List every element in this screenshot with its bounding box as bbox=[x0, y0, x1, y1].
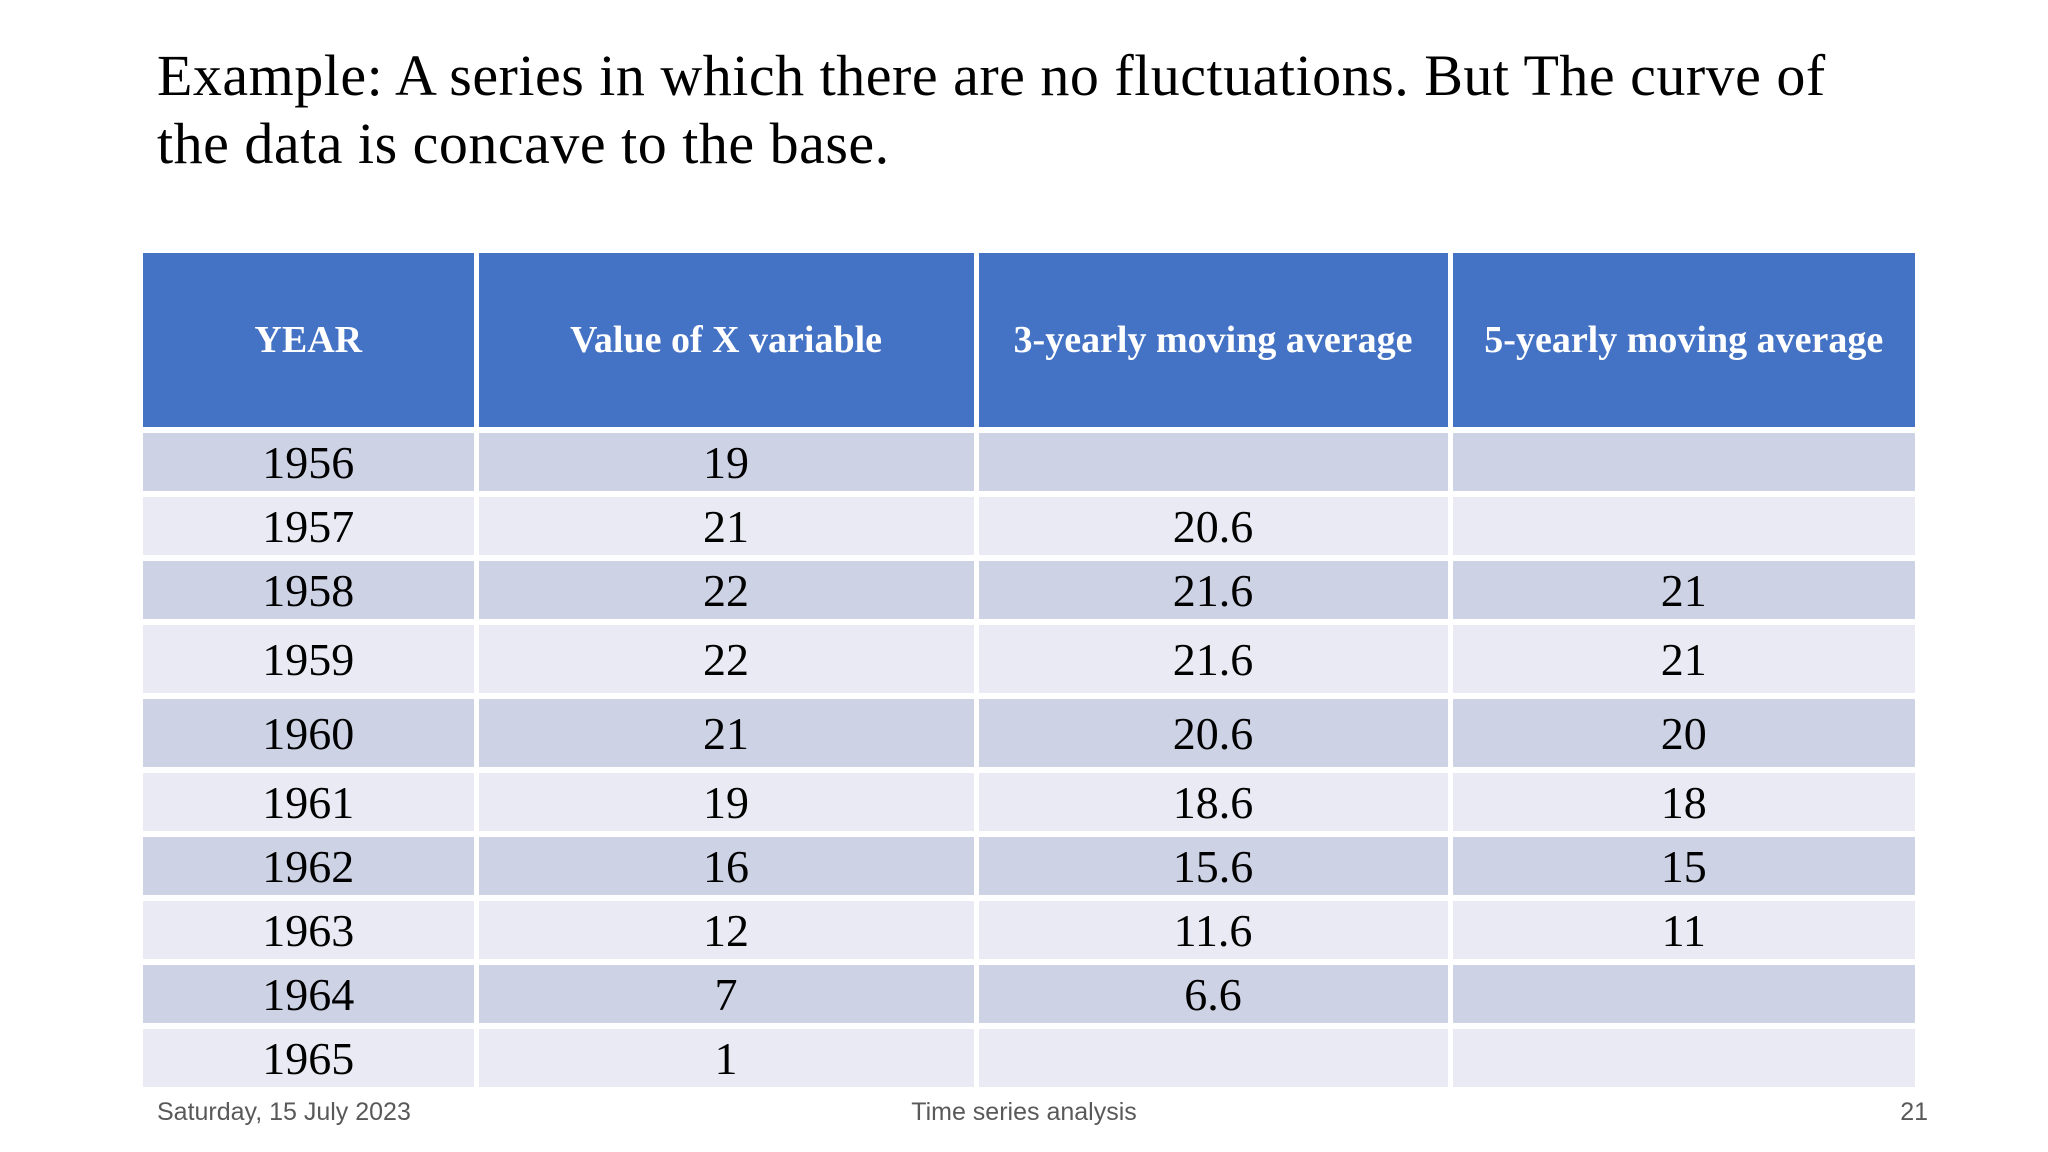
table-cell: 21 bbox=[1447, 619, 1915, 699]
table-cell bbox=[1447, 1023, 1915, 1087]
table-cell bbox=[1447, 491, 1915, 561]
table-header-row: YEAR Value of X variable 3-yearly moving… bbox=[143, 253, 1915, 433]
table-row-1957: 1957 21 20.6 bbox=[143, 491, 1915, 561]
table-cell: 11 bbox=[1447, 895, 1915, 965]
table-cell: 1959 bbox=[143, 619, 479, 699]
table-cell: 1958 bbox=[143, 555, 479, 625]
table-cell: 22 bbox=[473, 619, 979, 699]
table-cell: 15.6 bbox=[973, 831, 1453, 901]
table-cell: 21.6 bbox=[973, 555, 1453, 625]
header-cell-5-yearly-ma: 5-yearly moving average bbox=[1447, 253, 1915, 433]
table-cell: 20.6 bbox=[973, 693, 1453, 773]
table-cell bbox=[973, 427, 1453, 497]
header-cell-year: YEAR bbox=[143, 253, 479, 433]
table-cell: 1963 bbox=[143, 895, 479, 965]
table-cell: 20.6 bbox=[973, 491, 1453, 561]
table-row-1965: 1965 1 bbox=[143, 1023, 1915, 1087]
table-cell: 12 bbox=[473, 895, 979, 965]
header-cell-x-value: Value of X variable bbox=[473, 253, 979, 433]
table-row-1963: 1963 12 11.6 11 bbox=[143, 895, 1915, 965]
table-cell: 19 bbox=[473, 427, 979, 497]
table-cell: 1960 bbox=[143, 693, 479, 773]
table-row-1959: 1959 22 21.6 21 bbox=[143, 619, 1915, 699]
footer-page-number: 21 bbox=[1900, 1098, 1928, 1126]
table-cell: 1957 bbox=[143, 491, 479, 561]
title-line-2: the data is concave to the base. bbox=[157, 110, 890, 176]
slide-footer: Saturday, 15 July 2023 Time series analy… bbox=[0, 1098, 2048, 1134]
table-cell: 21.6 bbox=[973, 619, 1453, 699]
table-cell: 18.6 bbox=[973, 767, 1453, 837]
title-line-1: Example: A series in which there are no … bbox=[157, 43, 1826, 108]
table-cell: 20 bbox=[1447, 693, 1915, 773]
table-cell: 22 bbox=[473, 555, 979, 625]
table-cell: 1962 bbox=[143, 831, 479, 901]
table-row-1962: 1962 16 15.6 15 bbox=[143, 831, 1915, 901]
table-cell: 6.6 bbox=[973, 959, 1453, 1029]
table-cell: 18 bbox=[1447, 767, 1915, 837]
table-cell: 21 bbox=[473, 693, 979, 773]
footer-title: Time series analysis bbox=[911, 1098, 1137, 1126]
footer-date: Saturday, 15 July 2023 bbox=[157, 1098, 411, 1126]
table-cell: 11.6 bbox=[973, 895, 1453, 965]
table-cell: 1961 bbox=[143, 767, 479, 837]
table-cell: 1964 bbox=[143, 959, 479, 1029]
table-cell: 7 bbox=[473, 959, 979, 1029]
slide-title: Example: A series in which there are no … bbox=[157, 42, 1957, 178]
table-cell: 1965 bbox=[143, 1023, 479, 1087]
table-cell: 1956 bbox=[143, 427, 479, 497]
table-cell: 21 bbox=[473, 491, 979, 561]
table-cell: 15 bbox=[1447, 831, 1915, 901]
table-cell bbox=[1447, 959, 1915, 1029]
table-row-1964: 1964 7 6.6 bbox=[143, 959, 1915, 1029]
table-cell bbox=[973, 1023, 1453, 1087]
table-row-1958: 1958 22 21.6 21 bbox=[143, 555, 1915, 625]
table-row-1960: 1960 21 20.6 20 bbox=[143, 693, 1915, 773]
table-cell: 19 bbox=[473, 767, 979, 837]
header-cell-3-yearly-ma: 3-yearly moving average bbox=[973, 253, 1453, 433]
table-cell: 1 bbox=[473, 1023, 979, 1087]
table-row-1961: 1961 19 18.6 18 bbox=[143, 767, 1915, 837]
table-cell: 16 bbox=[473, 831, 979, 901]
table-cell: 21 bbox=[1447, 555, 1915, 625]
table-row-1956: 1956 19 bbox=[143, 427, 1915, 497]
table-cell bbox=[1447, 427, 1915, 497]
moving-average-table: YEAR Value of X variable 3-yearly moving… bbox=[143, 253, 1915, 1087]
